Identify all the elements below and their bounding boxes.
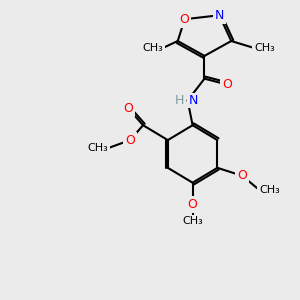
Text: N: N [215,9,224,22]
Text: H: H [174,94,184,107]
Text: CH₃: CH₃ [142,43,163,53]
Text: O: O [125,134,135,147]
Text: O: O [222,78,232,91]
Text: O: O [123,102,133,115]
Text: CH₃: CH₃ [254,43,275,53]
Text: O: O [180,13,190,26]
Text: CH₃: CH₃ [259,184,280,195]
Text: O: O [237,169,247,182]
Text: CH₃: CH₃ [88,143,108,153]
Text: CH₃: CH₃ [182,216,203,226]
Text: N: N [189,94,198,107]
Text: O: O [188,198,197,211]
